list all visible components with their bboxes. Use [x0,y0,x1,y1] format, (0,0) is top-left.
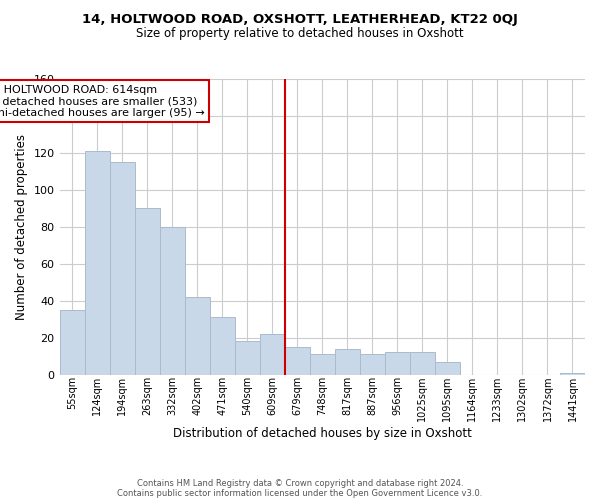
Bar [209,318,235,374]
Text: Contains HM Land Registry data © Crown copyright and database right 2024.: Contains HM Land Registry data © Crown c… [137,478,463,488]
Bar [335,348,360,374]
Bar [134,208,160,374]
Bar [235,342,260,374]
Bar [285,347,310,374]
Bar [160,227,185,374]
Y-axis label: Number of detached properties: Number of detached properties [15,134,28,320]
Bar [185,297,209,374]
Bar [435,362,460,374]
Text: 14, HOLTWOOD ROAD, OXSHOTT, LEATHERHEAD, KT22 0QJ: 14, HOLTWOOD ROAD, OXSHOTT, LEATHERHEAD,… [82,12,518,26]
Bar [560,372,585,374]
Bar [360,354,385,374]
X-axis label: Distribution of detached houses by size in Oxshott: Distribution of detached houses by size … [173,427,472,440]
Bar [85,151,110,374]
Bar [410,352,435,374]
Text: Size of property relative to detached houses in Oxshott: Size of property relative to detached ho… [136,28,464,40]
Text: Contains public sector information licensed under the Open Government Licence v3: Contains public sector information licen… [118,488,482,498]
Bar [385,352,410,374]
Text: 14 HOLTWOOD ROAD: 614sqm
← 85% of detached houses are smaller (533)
15% of semi-: 14 HOLTWOOD ROAD: 614sqm ← 85% of detach… [0,84,205,117]
Bar [59,310,85,374]
Bar [110,162,134,374]
Bar [310,354,335,374]
Bar [260,334,285,374]
